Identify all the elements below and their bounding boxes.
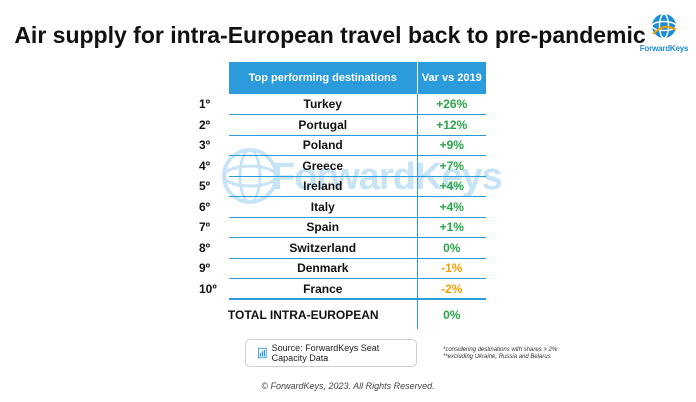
table-row: 3º Poland +9% bbox=[190, 135, 486, 156]
destination-cell: France bbox=[229, 278, 418, 300]
table-row: 5º Ireland +4% bbox=[190, 176, 486, 197]
table-header-row: Top performing destinations Var vs 2019 bbox=[190, 62, 486, 94]
document-chart-icon bbox=[258, 347, 267, 359]
source-text: Source: ForwardKeys Seat Capacity Data bbox=[271, 343, 380, 363]
globe-icon bbox=[651, 13, 677, 39]
variation-cell: +9% bbox=[417, 135, 486, 156]
logo-text: ForwardKeys bbox=[639, 44, 689, 53]
total-row: TOTAL INTRA-EUROPEAN 0% bbox=[190, 299, 486, 329]
variation-cell: +4% bbox=[417, 176, 486, 197]
destination-cell: Ireland bbox=[229, 176, 418, 197]
forwardkeys-logo: ForwardKeys bbox=[638, 12, 690, 56]
destination-cell: Switzerland bbox=[229, 237, 418, 259]
destinations-header: Top performing destinations bbox=[229, 62, 418, 94]
variation-cell: +1% bbox=[417, 217, 486, 238]
table-row: 7º Spain +1% bbox=[190, 217, 486, 238]
rank-cell: 6º bbox=[199, 199, 211, 214]
page-title: Air supply for intra-European travel bac… bbox=[14, 22, 646, 48]
destination-cell: Poland bbox=[229, 135, 418, 156]
rank-cell: 1º bbox=[199, 97, 211, 112]
variation-cell: +7% bbox=[417, 155, 486, 177]
destinations-table: Top performing destinations Var vs 2019 … bbox=[190, 62, 486, 329]
variation-cell: +4% bbox=[417, 196, 486, 218]
footnotes: *considering destinations with shares > … bbox=[443, 347, 557, 361]
destination-cell: Portugal bbox=[229, 114, 418, 136]
table-row: 10º France -2% bbox=[190, 278, 486, 300]
rank-cell: 4º bbox=[199, 158, 211, 173]
rank-cell: 9º bbox=[199, 261, 211, 276]
rank-cell: 8º bbox=[199, 240, 211, 255]
total-label: TOTAL INTRA-EUROPEAN bbox=[190, 299, 418, 329]
destination-cell: Italy bbox=[229, 196, 418, 218]
source-box: Source: ForwardKeys Seat Capacity Data bbox=[245, 339, 417, 367]
variation-cell: +26% bbox=[417, 94, 486, 115]
rank-cell: 5º bbox=[199, 179, 211, 194]
table-row: 6º Italy +4% bbox=[190, 196, 486, 218]
rank-cell: 10º bbox=[199, 281, 217, 296]
total-variation: 0% bbox=[443, 307, 461, 322]
destination-cell: Denmark bbox=[229, 258, 418, 279]
destination-cell: Spain bbox=[229, 217, 418, 238]
variation-cell: +12% bbox=[417, 114, 486, 136]
variation-cell: -1% bbox=[417, 258, 486, 279]
table-row: 9º Denmark -1% bbox=[190, 258, 486, 279]
table-row: 4º Greece +7% bbox=[190, 155, 486, 177]
copyright-text: © ForwardKeys, 2023. All Rights Reserved… bbox=[261, 381, 435, 391]
rank-cell: 2º bbox=[199, 117, 211, 132]
table-row: 8º Switzerland 0% bbox=[190, 237, 486, 259]
table-row: 1º Turkey +26% bbox=[190, 94, 486, 115]
destination-cell: Greece bbox=[229, 155, 418, 177]
rank-cell: 7º bbox=[199, 220, 211, 235]
variation-cell: -2% bbox=[417, 278, 486, 300]
rank-cell: 3º bbox=[199, 138, 211, 153]
table-row: 2º Portugal +12% bbox=[190, 114, 486, 136]
footnote: *considering destinations with shares > … bbox=[443, 347, 558, 353]
rank-header bbox=[190, 62, 229, 94]
variation-header: Var vs 2019 bbox=[417, 62, 486, 94]
footnote: **excluding Ukraine, Russia and Belarus bbox=[443, 354, 551, 360]
variation-cell: 0% bbox=[417, 237, 486, 259]
destination-cell: Turkey bbox=[229, 94, 418, 115]
